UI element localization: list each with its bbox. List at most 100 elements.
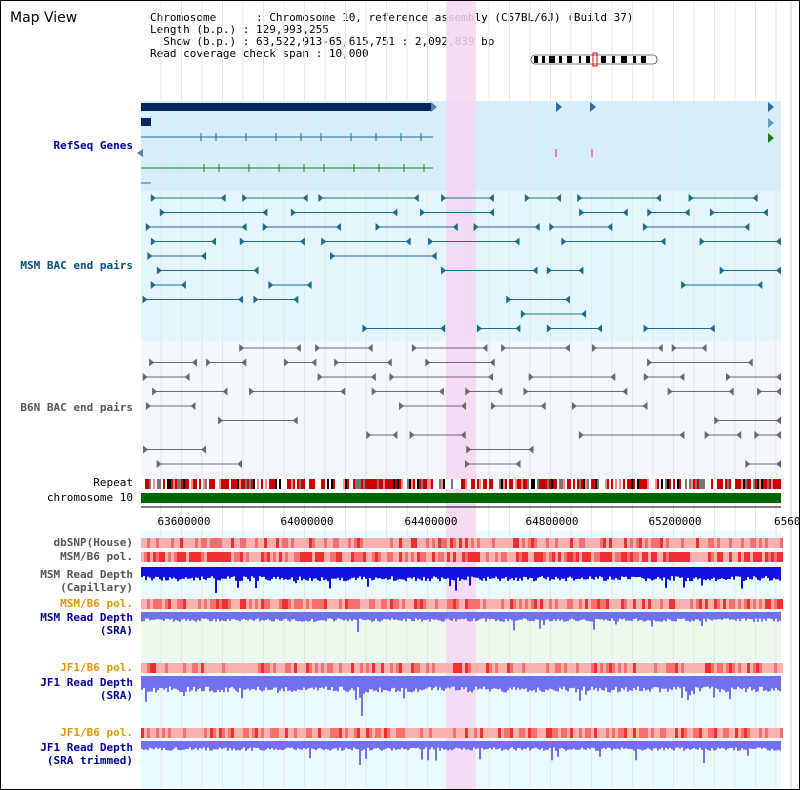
- msm-read-depth-sra-label[interactable]: MSM Read Depth: [40, 611, 133, 624]
- depth-bar: [413, 567, 415, 578]
- depth-bar: [147, 741, 149, 751]
- jf1-b6-pol-heatmap[interactable]: [141, 663, 783, 673]
- depth-bar: [691, 567, 693, 581]
- msm-bac-track[interactable]: [142, 194, 781, 333]
- jf1-read-depth-sra[interactable]: [141, 676, 781, 716]
- b6n-bac-end: [466, 445, 472, 454]
- heat-cell: [717, 538, 720, 548]
- heat-cell: [726, 728, 729, 738]
- heat-cell: [231, 599, 234, 609]
- heat-cell: [324, 728, 327, 738]
- depth-bar: [651, 676, 653, 689]
- repeat-segment: [603, 479, 605, 489]
- heat-cell: [744, 663, 747, 673]
- heat-cell: [603, 663, 606, 673]
- heat-cell: [651, 663, 654, 673]
- heat-cell: [573, 728, 576, 738]
- heat-cell: [618, 599, 621, 609]
- heat-cell: [678, 538, 681, 548]
- heat-cell: [153, 552, 156, 562]
- msm-read-depth-cap-label[interactable]: MSM Read Depth: [40, 568, 133, 581]
- ideogram-band: [534, 56, 538, 63]
- heat-cell: [597, 552, 600, 562]
- jf1-b6-pol-trim-heatmap[interactable]: [141, 728, 783, 738]
- repeat-segment: [587, 479, 589, 489]
- depth-bar: [577, 741, 579, 750]
- depth-bar: [319, 612, 321, 621]
- repeat-segment: [699, 479, 701, 489]
- heat-cell: [702, 538, 705, 548]
- jf1-b6-pol-trim-label[interactable]: JF1/B6 pol.: [60, 726, 133, 739]
- jf1-read-depth-sra-label[interactable]: JF1 Read Depth: [40, 676, 133, 689]
- msm-b6-pol-sra-label[interactable]: MSM/B6 pol.: [60, 597, 133, 610]
- depth-bar: [749, 567, 751, 580]
- msm-b6-pol-label[interactable]: MSM/B6 pol.: [60, 550, 133, 563]
- repeat-segment: [291, 479, 293, 489]
- msm-b6-pol-heatmap[interactable]: [141, 552, 783, 562]
- heat-cell: [654, 538, 657, 548]
- heat-cell: [396, 728, 399, 738]
- heat-cell: [303, 728, 306, 738]
- depth-bar: [519, 741, 521, 749]
- jf1-read-depth-trim-label[interactable]: JF1 Read Depth: [40, 741, 133, 754]
- msm-bac-label[interactable]: MSM BAC end pairs: [20, 259, 133, 272]
- depth-bar: [515, 612, 517, 621]
- dbsnp-heatmap[interactable]: [141, 538, 783, 548]
- depth-bar: [233, 612, 235, 619]
- heat-cell: [558, 599, 561, 609]
- heat-cell: [471, 538, 474, 548]
- b6n-bac-end: [679, 431, 685, 439]
- b6n-bac-label[interactable]: B6N BAC end pairs: [20, 401, 133, 414]
- msm-read-depth-capillary[interactable]: [141, 567, 781, 593]
- heat-cell: [375, 728, 378, 738]
- depth-bar: [605, 676, 607, 688]
- depth-bar: [169, 612, 171, 620]
- depth-bar: [479, 676, 481, 689]
- highlight-region[interactable]: [446, 1, 476, 789]
- depth-bar: [635, 741, 637, 761]
- refseq-track[interactable]: [137, 102, 774, 184]
- depth-bar: [531, 567, 533, 579]
- msm-read-depth-sra[interactable]: [141, 612, 781, 632]
- heat-cell: [375, 663, 378, 673]
- dbsnp-label[interactable]: dbSNP(House): [53, 536, 133, 549]
- repeat-segment: [439, 479, 441, 489]
- depth-bar: [559, 741, 561, 749]
- heat-cell: [648, 552, 651, 562]
- msm-bac-end: [473, 223, 479, 231]
- heat-cell: [294, 538, 297, 548]
- b6n-bac-track[interactable]: [142, 344, 781, 468]
- msm-bac-end: [520, 310, 526, 318]
- chromosome-ideogram[interactable]: [530, 52, 658, 67]
- b6n-bac-end: [284, 358, 290, 367]
- heat-cell: [399, 538, 402, 548]
- heat-cell: [414, 728, 417, 738]
- heat-cell: [366, 728, 369, 738]
- heat-cell: [588, 538, 591, 548]
- depth-bar: [381, 567, 383, 580]
- depth-bar: [475, 741, 477, 750]
- depth-bar: [623, 741, 625, 749]
- heat-cell: [312, 599, 315, 609]
- repeat-segment: [189, 479, 191, 489]
- depth-bar: [661, 612, 663, 622]
- depth-bar: [695, 612, 697, 620]
- heat-cell: [309, 538, 312, 548]
- heat-cell: [717, 663, 720, 673]
- jf1-read-depth-trimmed[interactable]: [141, 741, 781, 765]
- depth-bar: [685, 612, 687, 621]
- depth-bar: [535, 612, 537, 620]
- msm-b6-pol-sra-heatmap[interactable]: [141, 599, 783, 609]
- heat-cell: [504, 663, 507, 673]
- repeat-track[interactable]: [141, 479, 781, 489]
- heat-cell: [762, 538, 765, 548]
- msm-bac-end: [546, 324, 552, 333]
- depth-bar: [379, 567, 381, 579]
- jf1-b6-pol-label[interactable]: JF1/B6 pol.: [60, 661, 133, 674]
- heat-cell: [519, 728, 522, 738]
- refseq-genes-label[interactable]: RefSeq Genes: [53, 139, 133, 152]
- heat-cell: [387, 663, 390, 673]
- heat-cell: [342, 599, 345, 609]
- depth-bar: [403, 741, 405, 750]
